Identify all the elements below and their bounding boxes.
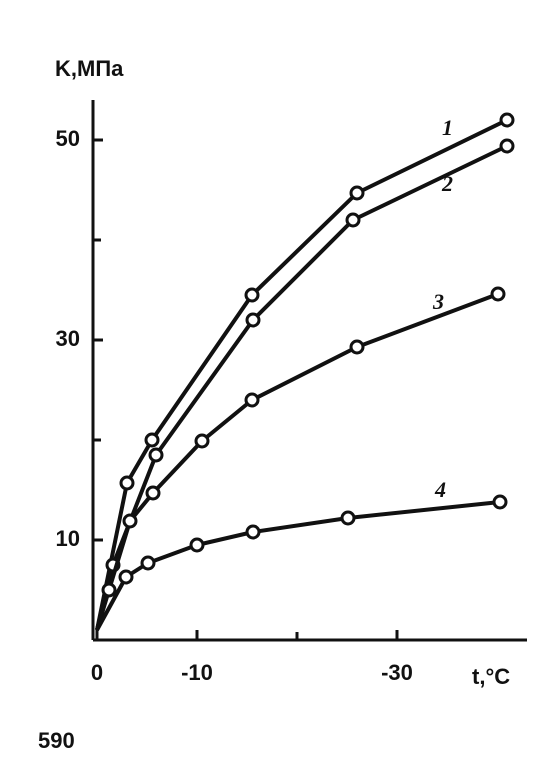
series-line <box>95 118 508 631</box>
data-point <box>122 513 138 529</box>
data-point <box>144 432 160 448</box>
data-point <box>189 537 205 553</box>
y-tick-label: 50 <box>56 126 80 151</box>
y-tick-label: 30 <box>56 326 80 351</box>
series-line <box>95 292 499 631</box>
data-point <box>345 212 361 228</box>
data-point <box>490 286 506 302</box>
data-point <box>119 475 135 491</box>
y-tick-label: 10 <box>56 526 80 551</box>
data-point <box>492 494 508 510</box>
data-point <box>245 524 261 540</box>
curve-label: 4 <box>434 477 446 502</box>
series-line <box>95 500 501 631</box>
data-point <box>499 138 515 154</box>
curve-label: 3 <box>432 289 444 314</box>
data-point <box>194 433 210 449</box>
data-point <box>244 287 260 303</box>
y-axis-label: K,МПа <box>55 56 124 81</box>
data-point <box>148 447 164 463</box>
x-tick-label: -30 <box>381 660 413 685</box>
curve-label: 2 <box>441 171 453 196</box>
data-point <box>244 392 260 408</box>
curve-label: 1 <box>442 115 453 140</box>
data-point <box>145 485 161 501</box>
page-number: 590 <box>38 728 75 753</box>
data-point <box>349 339 365 355</box>
series-line <box>95 144 508 631</box>
data-point <box>101 582 117 598</box>
x-axis-label: t,°C <box>472 664 510 689</box>
data-point <box>349 185 365 201</box>
x-tick-label: 0 <box>91 660 103 685</box>
data-point <box>140 555 156 571</box>
data-point <box>499 112 515 128</box>
data-point <box>118 569 134 585</box>
x-tick-label: -10 <box>181 660 213 685</box>
data-point <box>340 510 356 526</box>
data-point <box>245 312 261 328</box>
